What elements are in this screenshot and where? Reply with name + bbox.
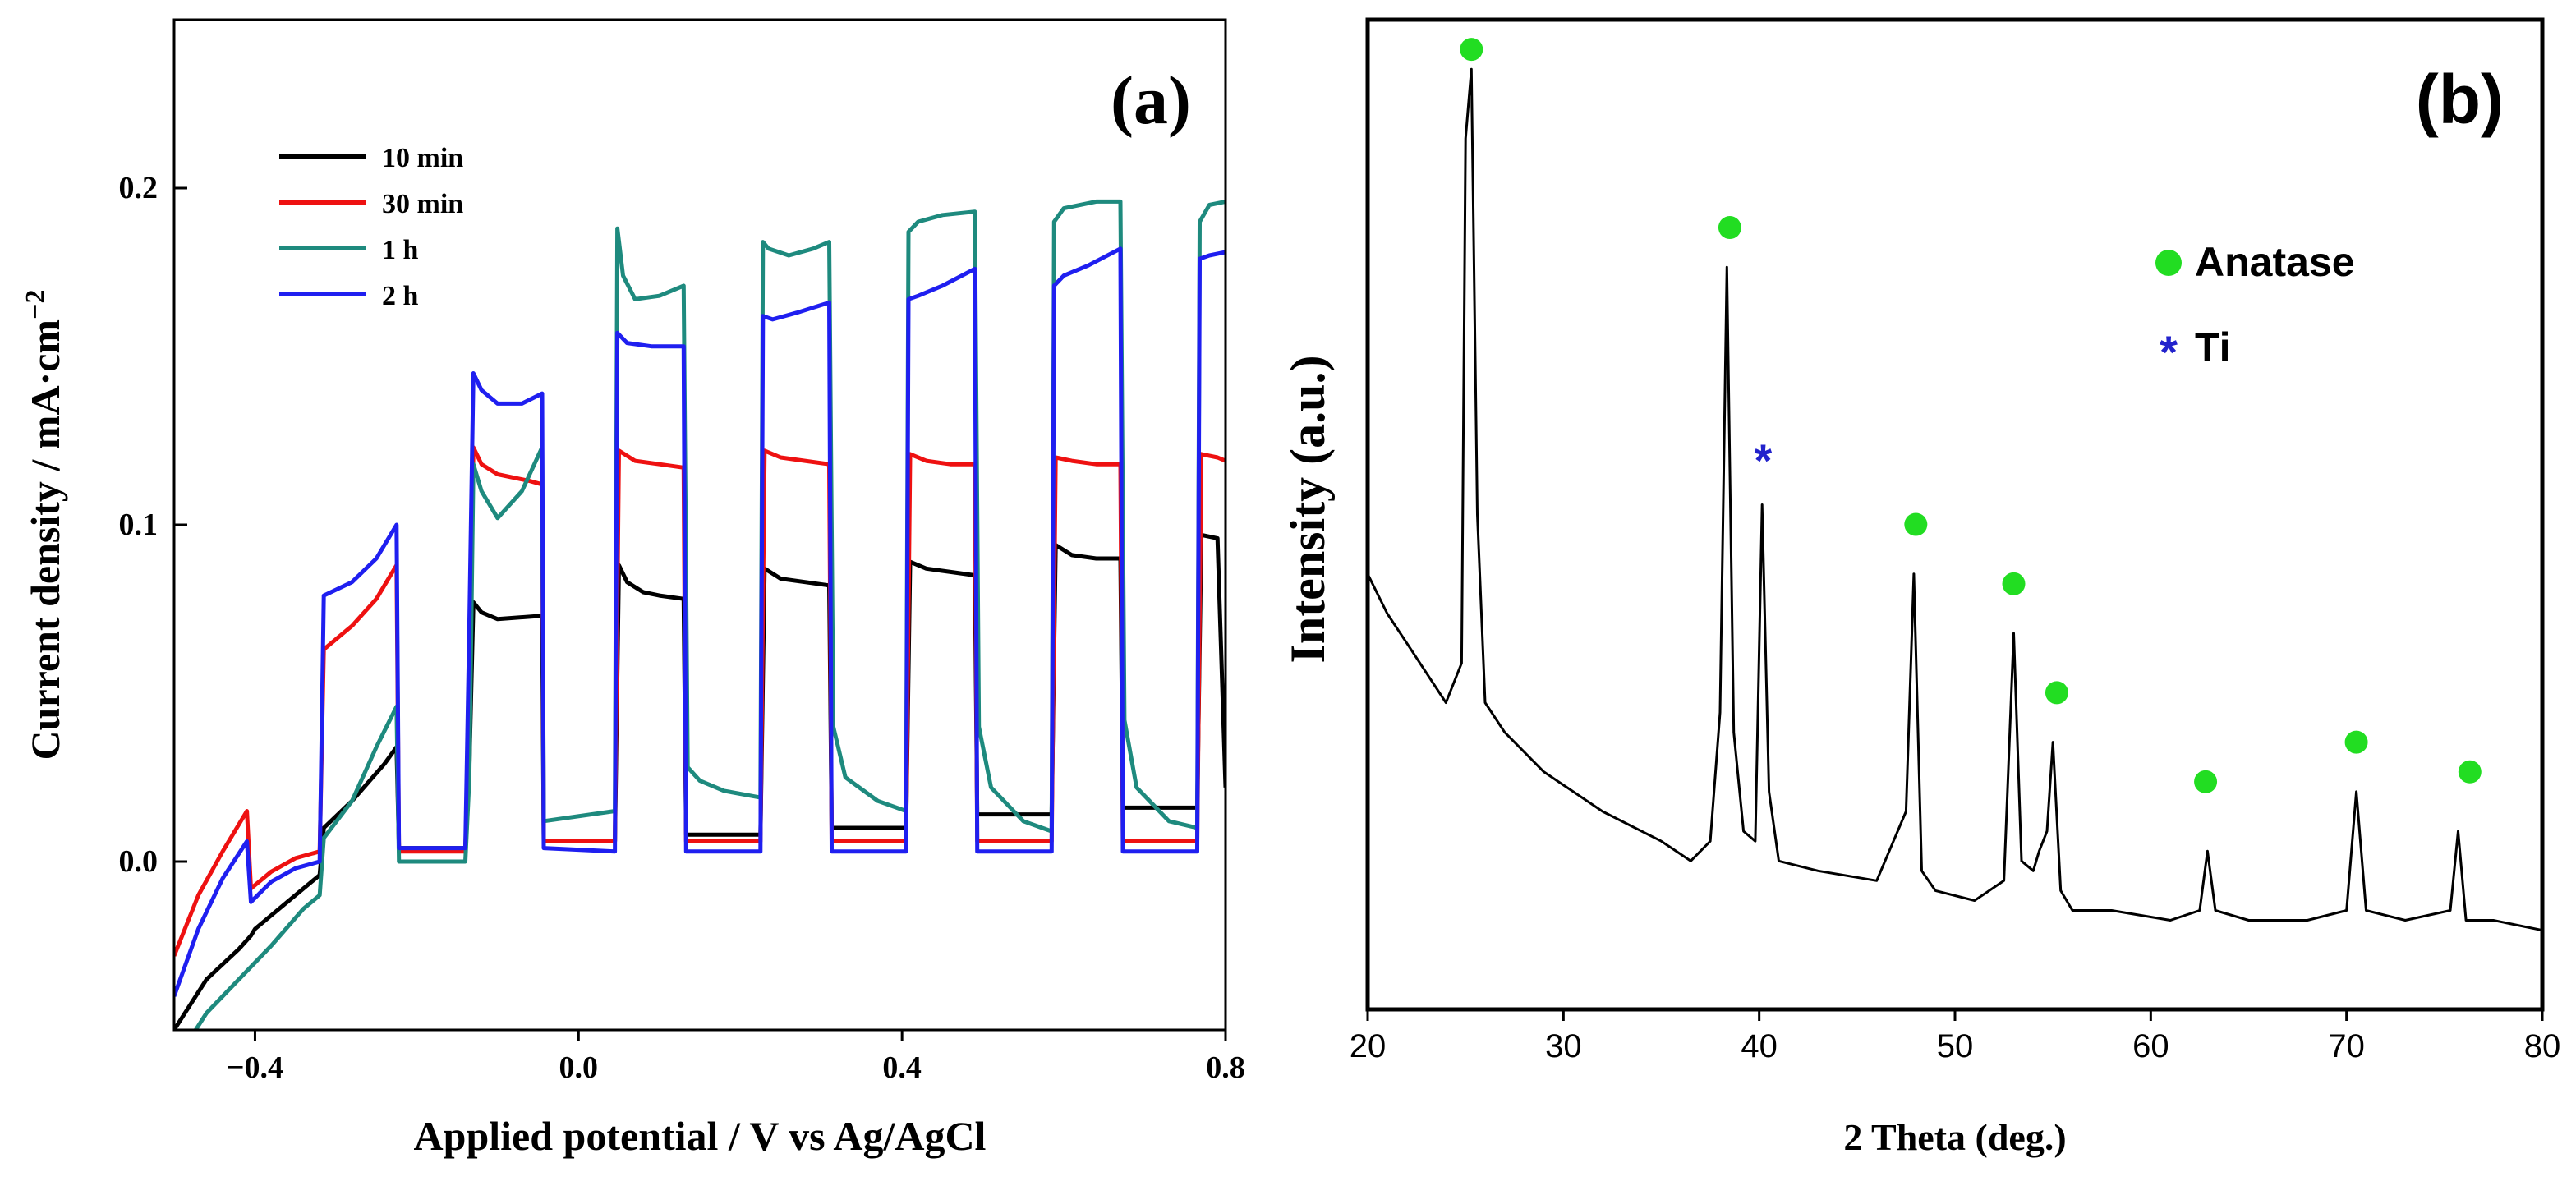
anatase-peak-marker [1904,512,1928,536]
panel-b-x-axis-label: 2 Theta (deg.) [1843,1116,2066,1158]
legend-label-10min: 10 min [382,143,463,173]
panel-a-legend: 10 min 30 min 1 h 2 h [279,143,463,311]
panel-b-ticks: 20 30 40 50 60 70 80 [1350,1009,2561,1064]
x-tick-label: 0.4 [882,1050,922,1085]
panel-b-y-axis-label: Intensity (a.u.) [1281,355,1335,663]
x-tick-label: 50 [1937,1028,1974,1064]
anatase-peak-marker [2045,681,2068,705]
x-tick-label: −0.4 [227,1050,283,1085]
y-tick-label: 0.2 [119,171,159,205]
panel-b-legend: Anatase * Ti [2155,239,2355,378]
x-tick-label: 0.8 [1206,1050,1245,1085]
anatase-peak-marker [2002,572,2026,595]
x-tick-label: 40 [1741,1028,1778,1064]
legend-label-ti: Ti [2195,324,2231,370]
panel-b-label: (b) [2416,61,2504,138]
legend-marker-ti: * [2160,326,2178,378]
panel-a-label: (a) [1111,62,1191,139]
series-line-xrd-pattern [1368,67,2542,932]
series-line-2-h [174,246,1226,997]
legend-label-1h: 1 h [382,235,419,265]
x-tick-label: 70 [2328,1028,2365,1064]
series-line-30-min [174,445,1226,957]
x-tick-label: 0.0 [559,1050,599,1085]
anatase-peak-marker [1718,216,1741,240]
legend-label-30min: 30 min [382,189,463,219]
panel-a-frame [172,18,1227,1032]
legend-marker-anatase [2155,250,2182,276]
panel-a-y-axis-label: Current density / mA·cm−2 [21,290,68,761]
ti-peak-marker: * [1755,434,1773,486]
anatase-peak-marker [2344,730,2368,754]
anatase-peak-marker [1460,38,1484,62]
series-line-1-h [193,199,1226,1030]
panel-a-ticks: −0.4 0.0 0.4 0.8 0.0 0.1 0.2 [119,171,1245,1085]
panel-a-plot-area [174,199,1226,1030]
anatase-peak-marker [2194,770,2218,793]
panel-b-frame [1365,17,2545,1012]
anatase-peak-marker [2458,760,2482,784]
y-tick-label: 0.0 [119,844,159,879]
y-tick-label: 0.1 [119,508,159,542]
x-tick-label: 60 [2132,1028,2169,1064]
panel-b-peak-markers: * [1460,38,2482,793]
panel-a-y-axis-label-main: Current density / mA·cm [22,319,68,761]
panel-b: 20 30 40 50 60 70 80 * (b) Anatase * Ti 2 Thet… [1281,17,2561,1158]
legend-label-anatase: Anatase [2195,239,2355,285]
x-tick-label: 30 [1545,1028,1582,1064]
x-tick-label: 80 [2524,1028,2561,1064]
panel-a-x-axis-label: Applied potential / V vs Ag/AgCl [414,1113,987,1159]
x-tick-label: 20 [1350,1028,1387,1064]
legend-label-2h: 2 h [382,281,419,311]
panel-a: −0.4 0.0 0.4 0.8 0.0 0.1 0.2 (a) 10 min 30 min… [21,18,1245,1159]
panel-b-plot-area [1368,67,2542,932]
panel-a-y-axis-label-superscript: −2 [21,290,51,319]
